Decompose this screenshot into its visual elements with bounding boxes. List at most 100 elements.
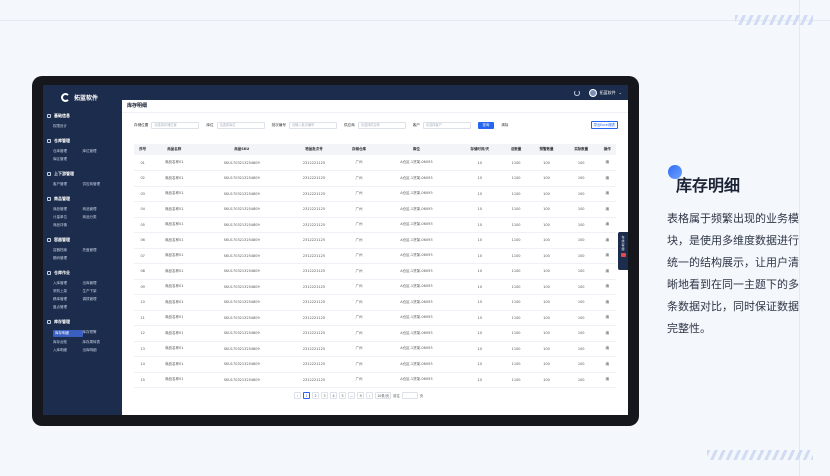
service-label-char: 线	[621, 239, 625, 243]
sidebar-group-title[interactable]: 上下游管理	[43, 169, 122, 179]
edit-link[interactable]: 编	[605, 237, 610, 242]
page-button[interactable]: 5	[339, 392, 346, 399]
table-cell: 100	[577, 253, 585, 258]
edit-link[interactable]: 编	[605, 299, 610, 304]
sidebar-item[interactable]: 库位管理	[82, 149, 97, 153]
table-cell: SKU1703213254809	[223, 346, 260, 351]
prev-page-button[interactable]: ‹	[294, 392, 301, 399]
menu-group-icon	[47, 238, 51, 242]
goto-input[interactable]	[401, 392, 418, 399]
sidebar-item[interactable]: 出库明细	[82, 348, 97, 352]
menu-group-icon	[47, 172, 51, 176]
service-label-char: 服	[621, 247, 625, 251]
filter-select[interactable]: 请选择客户	[422, 121, 471, 129]
edit-link[interactable]: 编	[605, 361, 610, 366]
page-button[interactable]: 9	[357, 392, 365, 399]
table-cell: 100	[543, 331, 550, 336]
column-header[interactable]: 商品名称	[167, 147, 182, 151]
table-cell: 商品名称01	[165, 175, 184, 180]
table-cell: 100	[577, 191, 585, 196]
table-cell: 商品名称01	[165, 206, 184, 211]
sidebar-item[interactable]: 库存预警	[82, 330, 97, 334]
sidebar-item[interactable]: 箱码管理	[53, 256, 67, 260]
edit-link[interactable]: 编	[605, 284, 610, 289]
sidebar-item[interactable]: 商品分类	[82, 215, 97, 219]
filter-select[interactable]: 请输入批次编号	[288, 121, 337, 129]
sidebar-group-title[interactable]: 容器管理	[43, 235, 122, 245]
sidebar-group-title[interactable]: 库存管理	[43, 317, 122, 327]
edit-link[interactable]: 编	[605, 175, 610, 180]
page-button[interactable]: 1	[303, 392, 310, 399]
page-button[interactable]: 2	[312, 392, 319, 399]
edit-link[interactable]: 编	[605, 268, 610, 273]
edit-link[interactable]: 编	[605, 330, 610, 335]
edit-link[interactable]: 编	[605, 160, 610, 164]
table-cell: SKU1703213254809	[223, 300, 260, 305]
page-button[interactable]: 4	[330, 392, 337, 399]
column-header[interactable]: 物品批次号	[305, 147, 323, 151]
sidebar-item[interactable]: 生产下架	[82, 289, 97, 293]
column-header[interactable]: 总数量	[510, 147, 522, 151]
sidebar-item[interactable]: 托盘管理	[82, 248, 97, 252]
sidebar-item[interactable]: 商品管理	[82, 207, 97, 211]
sidebar-item[interactable]: 库区管理	[53, 157, 67, 161]
clear-button[interactable]: 清除	[501, 122, 509, 127]
edit-link[interactable]: 编	[605, 253, 610, 258]
sidebar-item[interactable]: 采购上架	[53, 289, 67, 293]
page-button[interactable]: ...	[348, 392, 356, 399]
query-button[interactable]: 查询	[477, 121, 494, 129]
sidebar-item[interactable]: 出库管理	[82, 281, 97, 285]
table-cell: 1100	[511, 238, 521, 243]
sidebar-item[interactable]: 供应商管理	[82, 182, 101, 186]
column-header[interactable]: 实际数量	[574, 147, 589, 151]
edit-link[interactable]: 编	[605, 377, 610, 382]
sidebar-item[interactable]: 商品管理	[53, 207, 67, 211]
column-header[interactable]: 商品SKU	[234, 147, 250, 151]
table-cell: 100	[543, 269, 550, 274]
edit-link[interactable]: 编	[605, 191, 610, 196]
sidebar-item[interactable]: 计量单位	[53, 215, 67, 219]
filter-select[interactable]: 请选择存储位置	[151, 121, 200, 129]
sidebar-group-title[interactable]: 商品管理	[43, 194, 122, 204]
user-name: 拓蓝软件	[599, 89, 616, 95]
edit-link[interactable]: 编	[605, 222, 610, 227]
sidebar-item[interactable]: 入库管理	[53, 281, 67, 285]
sidebar-item[interactable]: 权限设计	[53, 124, 67, 128]
edit-link[interactable]: 编	[605, 315, 610, 320]
sidebar-group-title[interactable]: 基础信息	[43, 111, 122, 121]
column-header[interactable]: 操作	[603, 147, 611, 151]
sidebar-item[interactable]: 容器档案	[53, 248, 67, 252]
sidebar-nav: 基础信息 权限设计 仓库管理 仓库管理 库位管理 库区管理 上下游管理 客户管理 供应商管理 商品…	[43, 109, 122, 358]
sidebar-item[interactable]: 入库明细	[53, 348, 67, 352]
user-menu[interactable]: 拓蓝软件 ⌄	[588, 88, 622, 97]
column-header[interactable]: 预警数量	[539, 147, 554, 151]
export-button[interactable]: 导出Excel报表	[590, 121, 618, 129]
sidebar-item[interactable]: 仓库管理	[53, 149, 67, 153]
online-service-tab[interactable]: 在线客服	[618, 232, 628, 270]
page-size-select[interactable]: 10条/页	[375, 392, 392, 399]
refresh-icon[interactable]	[573, 89, 580, 96]
sidebar-group-title[interactable]: 仓库作业	[43, 268, 122, 278]
sidebar-item[interactable]: 移库管理	[53, 297, 67, 301]
sidebar-item[interactable]: 库存明细	[53, 330, 83, 337]
sidebar-item[interactable]: 调拨管理	[82, 297, 97, 301]
filter-select[interactable]: 请选择供应商	[357, 121, 406, 129]
sidebar-item[interactable]: 库存周转表	[82, 340, 101, 344]
column-header[interactable]: 存储仓库	[351, 147, 366, 151]
filter-select[interactable]: 请选择库位	[216, 121, 265, 129]
table-cell: SKU1703213254809	[223, 176, 260, 181]
page-button[interactable]: 3	[321, 392, 328, 399]
next-page-button[interactable]: ›	[366, 392, 374, 399]
sidebar-item[interactable]: 库存台账	[53, 340, 67, 344]
column-header[interactable]: 序号	[139, 147, 147, 151]
column-header[interactable]: 存储时间/天	[470, 147, 490, 151]
edit-link[interactable]: 编	[605, 346, 610, 351]
sidebar-item[interactable]: 商品详情	[53, 223, 67, 227]
sidebar-item[interactable]: 盘点管理	[53, 305, 67, 309]
column-header[interactable]: 库位	[412, 147, 420, 151]
edit-link[interactable]: 编	[605, 206, 610, 211]
table-cell: SKU1703213254809	[223, 377, 260, 382]
table-cell: 广州	[355, 253, 363, 258]
sidebar-item[interactable]: 客户管理	[53, 182, 67, 186]
sidebar-group-title[interactable]: 仓库管理	[43, 136, 122, 146]
